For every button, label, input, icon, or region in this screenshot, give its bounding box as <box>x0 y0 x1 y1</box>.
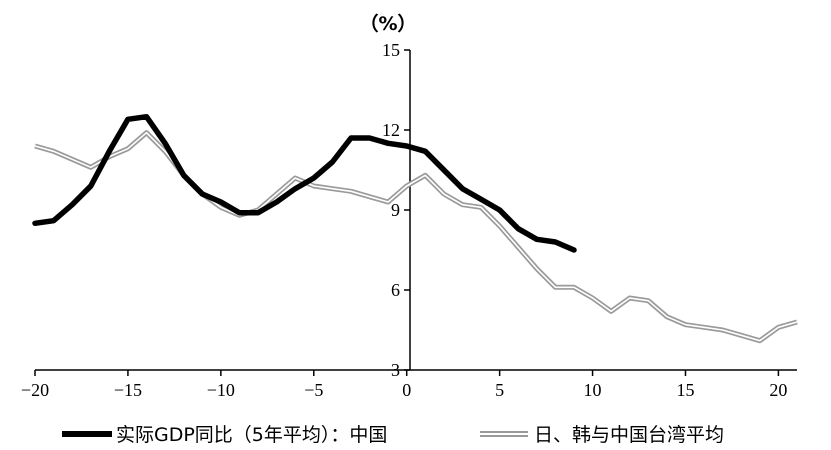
y-tick-label: 15 <box>382 40 400 60</box>
x-tick-label: −20 <box>21 380 49 400</box>
series-line-china <box>32 113 577 253</box>
y-tick-label: 12 <box>382 120 400 140</box>
legend: 实际GDP同比（5年平均）：中国 日、韩与中国台湾平均 <box>62 424 724 446</box>
y-tick-label: 9 <box>391 200 400 220</box>
y-axis-unit-label: （%） <box>359 12 416 35</box>
series-layer <box>32 113 798 344</box>
y-tick-label: 6 <box>391 280 400 300</box>
legend-label-peers: 日、韩与中国台湾平均 <box>534 424 724 446</box>
x-tick-label: 20 <box>769 380 787 400</box>
x-tick-label: 5 <box>495 380 504 400</box>
x-tick-label: −10 <box>207 380 235 400</box>
series-line-peers <box>34 130 798 344</box>
legend-swatch-peers <box>480 431 528 437</box>
x-tick-label: 15 <box>676 380 694 400</box>
x-tick-label: −5 <box>304 380 323 400</box>
x-tick-label: 10 <box>584 380 602 400</box>
legend-label-china: 实际GDP同比（5年平均）：中国 <box>116 424 387 446</box>
x-tick-label: −15 <box>114 380 142 400</box>
x-axis: −20 −15 −10 −5 0 5 10 15 20 <box>21 369 797 400</box>
x-tick-label: 0 <box>402 380 411 400</box>
